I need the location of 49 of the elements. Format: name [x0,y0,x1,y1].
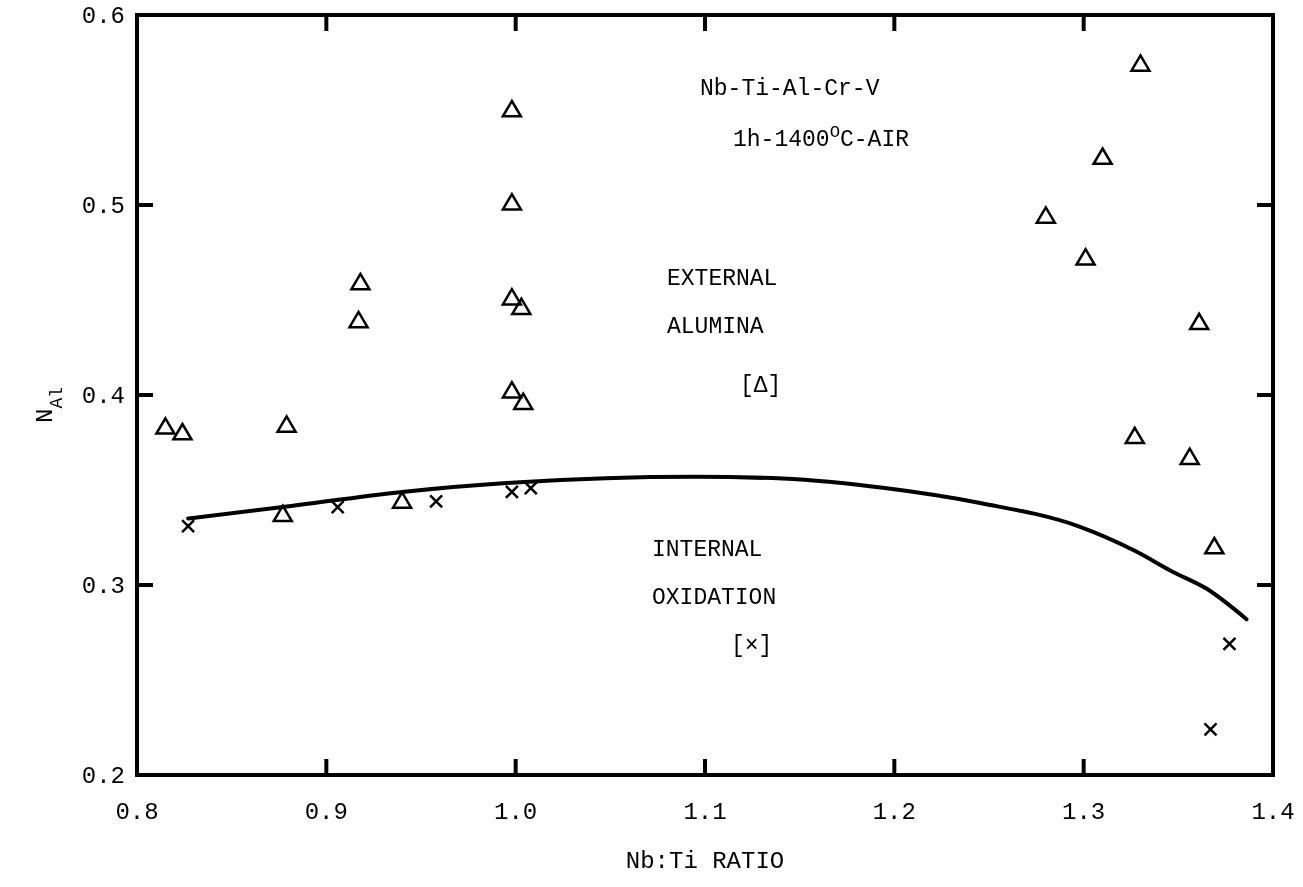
point [1203,722,1218,737]
point [1075,247,1096,266]
x-tick-label: 1.4 [1251,799,1295,826]
point [1188,312,1210,331]
point [350,272,371,291]
annotation: Nb-Ti-Al-Cr-V [700,76,880,102]
y-tick-label: 0.6 [81,3,125,31]
point [504,484,520,500]
point [1130,54,1151,72]
point [1179,447,1200,466]
annotation: INTERNAL [652,537,763,563]
point [272,504,294,523]
point [501,287,523,306]
point [511,297,532,316]
annotation: ALUMINA [667,314,764,340]
y-tick-label: 0.3 [81,573,125,601]
point [1124,426,1146,445]
x-tick-label: 0.8 [115,799,159,826]
point [348,310,369,329]
point [1092,147,1113,166]
point [501,380,523,399]
point [1204,536,1225,555]
point [180,518,196,534]
point [501,192,523,211]
annotation: EXTERNAL [667,266,778,292]
point [428,494,444,509]
point [155,417,176,435]
point [391,491,413,509]
x-tick-label: 1.3 [1062,799,1106,826]
y-tick-label: 0.4 [81,383,125,411]
annotation: OXIDATION [652,585,777,611]
point [276,415,297,433]
x-tick-label: 1.0 [494,799,538,826]
point [1222,636,1237,652]
x-tick-label: 0.9 [304,799,348,826]
x-tick-label: 1.2 [872,799,916,826]
y-tick-label: 0.2 [81,763,125,791]
point [330,499,345,515]
y-tick-label: 0.5 [81,193,125,221]
x-tick-label: 1.1 [683,799,727,826]
line-series [186,474,1249,622]
annotation: 1h-1400$^{O}$C-AIR [733,122,910,153]
point [172,422,193,441]
point [512,392,534,411]
point [1035,206,1057,224]
x-axis-title: Nb:Ti RATIO [625,848,785,875]
annotation: [Δ] [740,373,782,399]
annotation: [×] [731,633,773,659]
point [501,99,523,118]
